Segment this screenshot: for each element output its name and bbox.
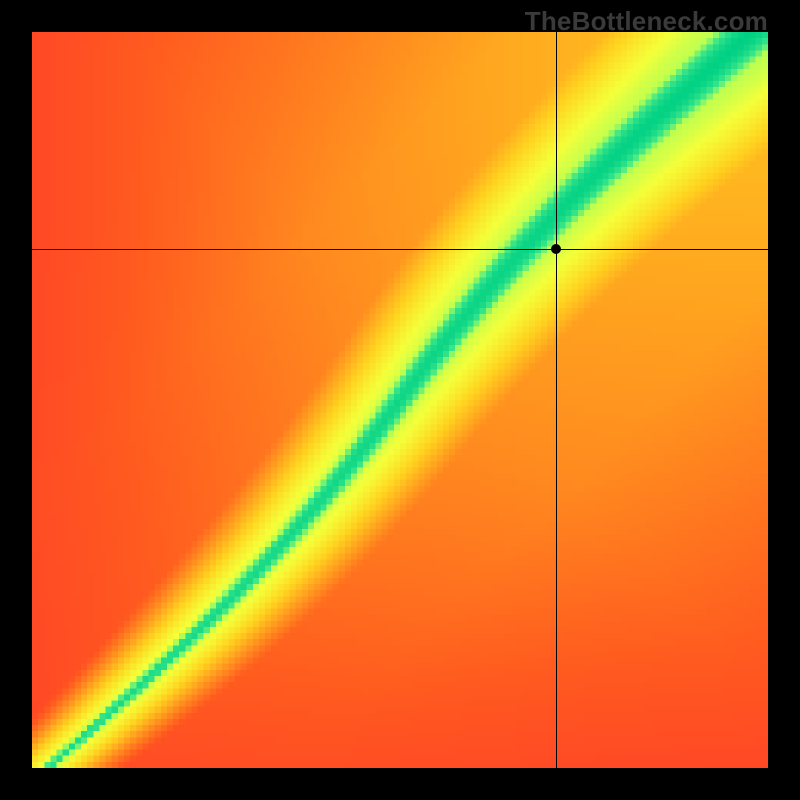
crosshair-vertical <box>556 32 557 768</box>
crosshair-marker-dot <box>551 244 561 254</box>
chart-frame: TheBottleneck.com <box>0 0 800 800</box>
heatmap-canvas <box>32 32 768 768</box>
crosshair-horizontal <box>32 249 768 250</box>
heatmap-plot-area <box>32 32 768 768</box>
watermark-text: TheBottleneck.com <box>525 6 768 37</box>
